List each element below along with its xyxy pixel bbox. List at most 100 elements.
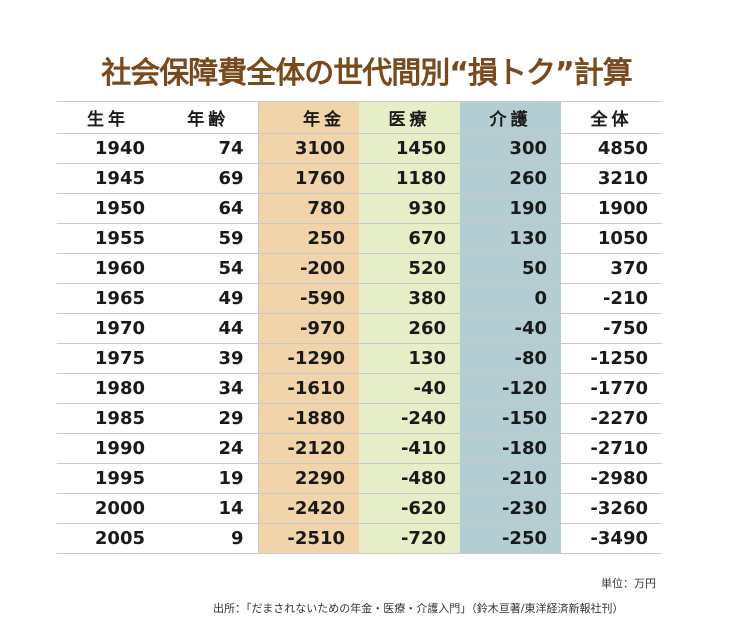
table-row: 1950 64 780 930 190 1900 (57, 193, 662, 224)
age-cell: 39 (159, 343, 258, 374)
birth-year-cell: 1975 (57, 343, 159, 374)
age-cell: 19 (159, 463, 258, 494)
age-cell: 9 (159, 523, 258, 554)
pension-cell: 2290 (257, 463, 359, 494)
age-cell: 69 (159, 163, 258, 194)
birth-year-cell: 1950 (57, 193, 159, 224)
birth-year-cell: 1965 (57, 283, 159, 314)
header-age: 年齢 (159, 101, 258, 134)
header-medical: 医療 (359, 101, 460, 134)
pension-cell: -970 (257, 313, 359, 344)
age-cell: 49 (159, 283, 258, 314)
total-cell: -3490 (561, 523, 662, 554)
header-care: 介護 (460, 101, 561, 134)
medical-cell: 130 (359, 343, 460, 374)
table-row: 1965 49 -590 380 0 -210 (57, 283, 662, 314)
table-row: 1975 39 -1290 130 -80 -1250 (57, 343, 662, 374)
table-row: 1955 59 250 670 130 1050 (57, 223, 662, 254)
table-row: 1960 54 -200 520 50 370 (57, 253, 662, 284)
medical-cell: 1180 (359, 163, 460, 194)
care-cell: -230 (460, 493, 561, 524)
medical-cell: 1450 (359, 133, 460, 164)
total-cell: -210 (561, 283, 662, 314)
birth-year-cell: 1945 (57, 163, 159, 194)
age-cell: 64 (159, 193, 258, 224)
care-cell: 300 (460, 133, 561, 164)
medical-cell: -240 (359, 403, 460, 434)
birth-year-cell: 1960 (57, 253, 159, 284)
table-row: 1990 24 -2120 -410 -180 -2710 (57, 433, 662, 464)
age-cell: 74 (159, 133, 258, 164)
birth-year-cell: 2005 (57, 523, 159, 554)
total-cell: -3260 (561, 493, 662, 524)
pension-cell: 3100 (257, 133, 359, 164)
total-cell: 4850 (561, 133, 662, 164)
age-cell: 54 (159, 253, 258, 284)
medical-cell: -720 (359, 523, 460, 554)
care-cell: -210 (460, 463, 561, 494)
pension-cell: 250 (257, 223, 359, 254)
care-cell: 50 (460, 253, 561, 284)
total-cell: -2710 (561, 433, 662, 464)
birth-year-cell: 1955 (57, 223, 159, 254)
medical-cell: 930 (359, 193, 460, 224)
total-cell: -1770 (561, 373, 662, 404)
total-cell: -2270 (561, 403, 662, 434)
pension-cell: -2120 (257, 433, 359, 464)
table-row: 1970 44 -970 260 -40 -750 (57, 313, 662, 344)
medical-cell: 380 (359, 283, 460, 314)
age-cell: 29 (159, 403, 258, 434)
pension-cell: 780 (257, 193, 359, 224)
care-cell: 260 (460, 163, 561, 194)
pension-cell: -2420 (257, 493, 359, 524)
age-cell: 24 (159, 433, 258, 464)
generation-balance-table: 生年 年齢 年金 医療 介護 全体 1940 74 3100 1450 300 4850 1… (57, 101, 662, 554)
medical-cell: 260 (359, 313, 460, 344)
pension-cell: -1290 (257, 343, 359, 374)
care-cell: 130 (460, 223, 561, 254)
care-cell: -120 (460, 373, 561, 404)
medical-cell: 670 (359, 223, 460, 254)
age-cell: 44 (159, 313, 258, 344)
medical-cell: -410 (359, 433, 460, 464)
pension-cell: -1880 (257, 403, 359, 434)
header-total: 全体 (561, 101, 662, 134)
total-cell: -1250 (561, 343, 662, 374)
total-cell: 1050 (561, 223, 662, 254)
pension-cell: -1610 (257, 373, 359, 404)
pension-cell: -2510 (257, 523, 359, 554)
table-row: 2000 14 -2420 -620 -230 -3260 (57, 493, 662, 524)
table-row: 2005 9 -2510 -720 -250 -3490 (57, 523, 662, 554)
total-cell: 3210 (561, 163, 662, 194)
table-row: 1945 69 1760 1180 260 3210 (57, 163, 662, 194)
care-cell: 190 (460, 193, 561, 224)
table-row: 1940 74 3100 1450 300 4850 (57, 133, 662, 164)
total-cell: 1900 (561, 193, 662, 224)
birth-year-cell: 1995 (57, 463, 159, 494)
header-pension: 年金 (257, 101, 359, 134)
header-birth-year: 生年 (57, 101, 159, 134)
age-cell: 59 (159, 223, 258, 254)
medical-cell: -40 (359, 373, 460, 404)
pension-cell: -200 (257, 253, 359, 284)
age-cell: 14 (159, 493, 258, 524)
table-row: 1995 19 2290 -480 -210 -2980 (57, 463, 662, 494)
care-cell: -80 (460, 343, 561, 374)
chart-title: 社会保障費全体の世代間別“損トク”計算 (101, 56, 632, 91)
table-row: 1980 34 -1610 -40 -120 -1770 (57, 373, 662, 404)
birth-year-cell: 1980 (57, 373, 159, 404)
birth-year-cell: 1970 (57, 313, 159, 344)
medical-cell: -480 (359, 463, 460, 494)
source-note: 出所：「だまされないための年金・医療・介護入門」（鈴木亘著/東洋経済新報社刊） (213, 602, 624, 615)
medical-cell: -620 (359, 493, 460, 524)
birth-year-cell: 1985 (57, 403, 159, 434)
birth-year-cell: 1990 (57, 433, 159, 464)
pension-cell: 1760 (257, 163, 359, 194)
table-row: 1985 29 -1880 -240 -150 -2270 (57, 403, 662, 434)
table-body: 1940 74 3100 1450 300 4850 1945 69 1760 1180 260 32… (57, 133, 662, 554)
care-cell: -250 (460, 523, 561, 554)
care-cell: -40 (460, 313, 561, 344)
age-cell: 34 (159, 373, 258, 404)
care-cell: -180 (460, 433, 561, 464)
care-cell: 0 (460, 283, 561, 314)
